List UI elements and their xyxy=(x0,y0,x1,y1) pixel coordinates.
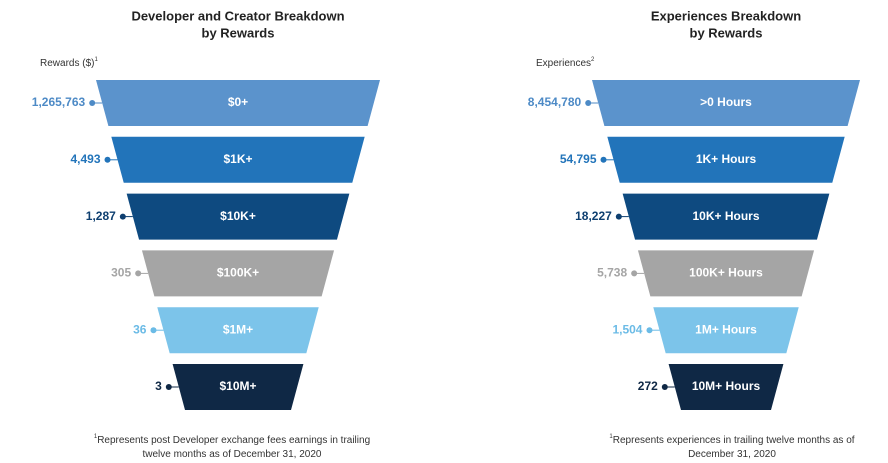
segment-label: $0+ xyxy=(228,95,248,109)
chart-title: by Rewards xyxy=(202,25,275,40)
footnote: December 31, 2020 xyxy=(688,449,776,460)
leader-dot xyxy=(119,213,126,220)
funnel-segment xyxy=(157,307,319,354)
value-label: 305 xyxy=(111,266,131,280)
segment-label: 1M+ Hours xyxy=(695,322,757,336)
segment-label: $1K+ xyxy=(223,152,252,166)
footnote-text: twelve months as of December 31, 2020 xyxy=(143,449,322,460)
leader-dot xyxy=(165,384,172,390)
segment-label: 10K+ Hours xyxy=(692,209,759,223)
footnote-text: Represents experiences in trailing twelv… xyxy=(613,435,855,446)
axis-label-note: 2 xyxy=(591,57,595,63)
footnote: 1Represents post Developer exchange fees… xyxy=(94,434,370,446)
value-label: 54,795 xyxy=(560,152,597,166)
segment-label: $10K+ xyxy=(220,209,256,223)
funnel-segment xyxy=(653,307,799,354)
leader-dot xyxy=(600,156,607,163)
funnel-segment xyxy=(111,136,365,183)
value-label: 8,454,780 xyxy=(528,95,582,109)
value-label: 36 xyxy=(133,322,147,336)
leader-dot xyxy=(646,327,653,334)
chart-title: by Rewards xyxy=(690,25,763,40)
value-label: 18,227 xyxy=(575,209,612,223)
segment-label: 100K+ Hours xyxy=(689,266,763,280)
footnote-text: Represents post Developer exchange fees … xyxy=(97,435,370,446)
leader-dot xyxy=(89,100,96,106)
value-label: 1,287 xyxy=(86,209,116,223)
segment-label: 1K+ Hours xyxy=(696,152,757,166)
leader-dot xyxy=(104,156,111,163)
footnote-marker: 1 xyxy=(609,434,613,440)
leader-dot xyxy=(661,384,668,390)
segment-label: $10M+ xyxy=(219,379,256,393)
footnote-marker: 1 xyxy=(94,434,98,440)
leader-dot xyxy=(150,327,157,334)
value-label: 1,504 xyxy=(612,322,642,336)
axis-label: Rewards ($)1 xyxy=(40,57,98,69)
funnel-segment xyxy=(172,364,304,410)
value-label: 4,493 xyxy=(70,152,100,166)
chart-title: Developer and Creator Breakdown xyxy=(131,8,344,23)
leader-dot xyxy=(615,213,622,220)
footnote-text: December 31, 2020 xyxy=(688,449,776,460)
funnel-segment xyxy=(607,136,845,183)
value-label: 5,738 xyxy=(597,266,627,280)
leader-dot xyxy=(135,270,142,277)
funnel-segment xyxy=(96,80,380,126)
funnel-segment xyxy=(141,250,335,297)
leader-dot xyxy=(585,100,592,106)
segment-label: $1M+ xyxy=(223,322,253,336)
axis-label-text: Experiences xyxy=(536,58,591,69)
value-label: 272 xyxy=(638,379,658,393)
value-label: 1,265,763 xyxy=(32,95,86,109)
funnel-segment xyxy=(622,193,830,240)
chart-title: Experiences Breakdown xyxy=(651,8,801,23)
value-label: 3 xyxy=(155,379,162,393)
leader-dot xyxy=(631,270,638,277)
axis-label-text: Rewards ($) xyxy=(40,58,94,69)
segment-label: 10M+ Hours xyxy=(692,379,761,393)
axis-label: Experiences2 xyxy=(536,57,595,69)
segment-label: $100K+ xyxy=(217,266,259,280)
footnote: twelve months as of December 31, 2020 xyxy=(143,449,322,460)
funnel-segment xyxy=(637,250,815,297)
segment-label: >0 Hours xyxy=(700,95,752,109)
footnote: 1Represents experiences in trailing twel… xyxy=(609,434,854,446)
funnel-segment xyxy=(126,193,350,240)
funnel-segment xyxy=(668,364,784,410)
funnel-segment xyxy=(592,80,860,126)
axis-label-note: 1 xyxy=(94,57,98,63)
